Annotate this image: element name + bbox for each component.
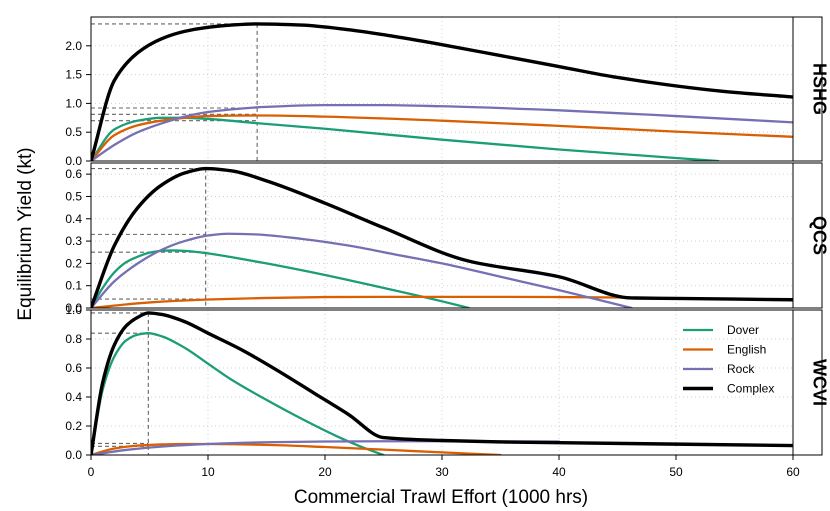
y-tick-label: 1.0 bbox=[65, 96, 82, 110]
series-line-complex bbox=[91, 311, 793, 455]
series-line-rock bbox=[91, 103, 793, 161]
panel-strip bbox=[792, 16, 823, 162]
y-tick-label: 0.8 bbox=[65, 332, 82, 346]
y-tick-label: 0.3 bbox=[65, 234, 82, 248]
y-axis-title: Equilibrium Yield (kt) bbox=[15, 147, 36, 320]
grid bbox=[91, 309, 793, 456]
series-group bbox=[91, 166, 793, 308]
y-tick-label: 0.6 bbox=[65, 361, 82, 375]
x-axis-title: Commercial Trawl Effort (1000 hrs) bbox=[294, 487, 588, 508]
series-line-english bbox=[91, 442, 502, 455]
legend: Dover English Rock Complex bbox=[683, 323, 774, 396]
grid bbox=[91, 163, 793, 309]
legend-label-english: English bbox=[727, 343, 766, 357]
x-tick-label: 30 bbox=[435, 465, 449, 479]
panel-strip bbox=[792, 309, 823, 456]
y-tick-label: 0.4 bbox=[65, 212, 82, 226]
x-tick-label: 0 bbox=[88, 465, 95, 479]
panel-hshg: HSHG 0.0 0.5 1.0 1.5 2.0 bbox=[65, 16, 830, 168]
series-line-dover bbox=[91, 249, 471, 308]
panel-qcs: QCS 0.0 0.1 0.2 0.3 0.4 0.5 0.6 bbox=[65, 162, 830, 315]
y-tick-label: 0.4 bbox=[65, 390, 82, 404]
y-tick-label: 1.5 bbox=[65, 68, 82, 82]
x-tick-label: 50 bbox=[669, 465, 683, 479]
series-line-dover bbox=[91, 116, 720, 161]
y-tick-label: 0.2 bbox=[65, 256, 82, 270]
y-tick-label: 1.0 bbox=[65, 303, 82, 317]
panel-label: WCVI bbox=[810, 359, 830, 406]
x-tick-label: 10 bbox=[201, 465, 215, 479]
y-tick-label: 0.0 bbox=[65, 154, 82, 168]
legend-label-complex: Complex bbox=[727, 382, 774, 396]
series-line-english bbox=[91, 114, 793, 161]
panel-label: QCS bbox=[810, 216, 830, 255]
y-tick-label: 0.0 bbox=[65, 301, 82, 315]
series-group bbox=[91, 311, 793, 455]
legend-label-dover: Dover bbox=[727, 323, 759, 337]
x-tick-label: 60 bbox=[786, 465, 800, 479]
panels: HSHG 0.0 0.5 1.0 1.5 2.0 QCS 0.0 0.1 0.2 0.3 0.4 0.5… bbox=[65, 16, 830, 479]
y-tick-label: 0.1 bbox=[65, 279, 82, 293]
panel-frame bbox=[90, 162, 794, 309]
series-line-dover bbox=[91, 332, 385, 455]
y-tick-label: 0.6 bbox=[65, 167, 82, 181]
series-line-complex bbox=[91, 22, 793, 161]
series-group bbox=[91, 22, 793, 161]
y-tick-label: 0.5 bbox=[65, 189, 82, 203]
y-tick-label: 0.2 bbox=[65, 419, 82, 433]
panel-frame bbox=[90, 16, 794, 162]
y-tick-label: 2.0 bbox=[65, 39, 82, 53]
x-tick-label: 20 bbox=[318, 465, 332, 479]
panel-label: HSHG bbox=[810, 63, 830, 115]
panel-wcvi: WCVI 0.0 0.2 0.4 0.6 0.8 1.0 0 10 20 30 40 50 60 bbox=[65, 303, 829, 479]
series-line-english bbox=[91, 295, 643, 308]
legend-label-rock: Rock bbox=[727, 362, 755, 376]
series-line-complex bbox=[91, 166, 793, 308]
x-tick-label: 40 bbox=[552, 465, 566, 479]
y-tick-label: 0.5 bbox=[65, 125, 82, 139]
series-line-rock bbox=[91, 232, 633, 308]
y-tick-label: 0.0 bbox=[65, 448, 82, 462]
